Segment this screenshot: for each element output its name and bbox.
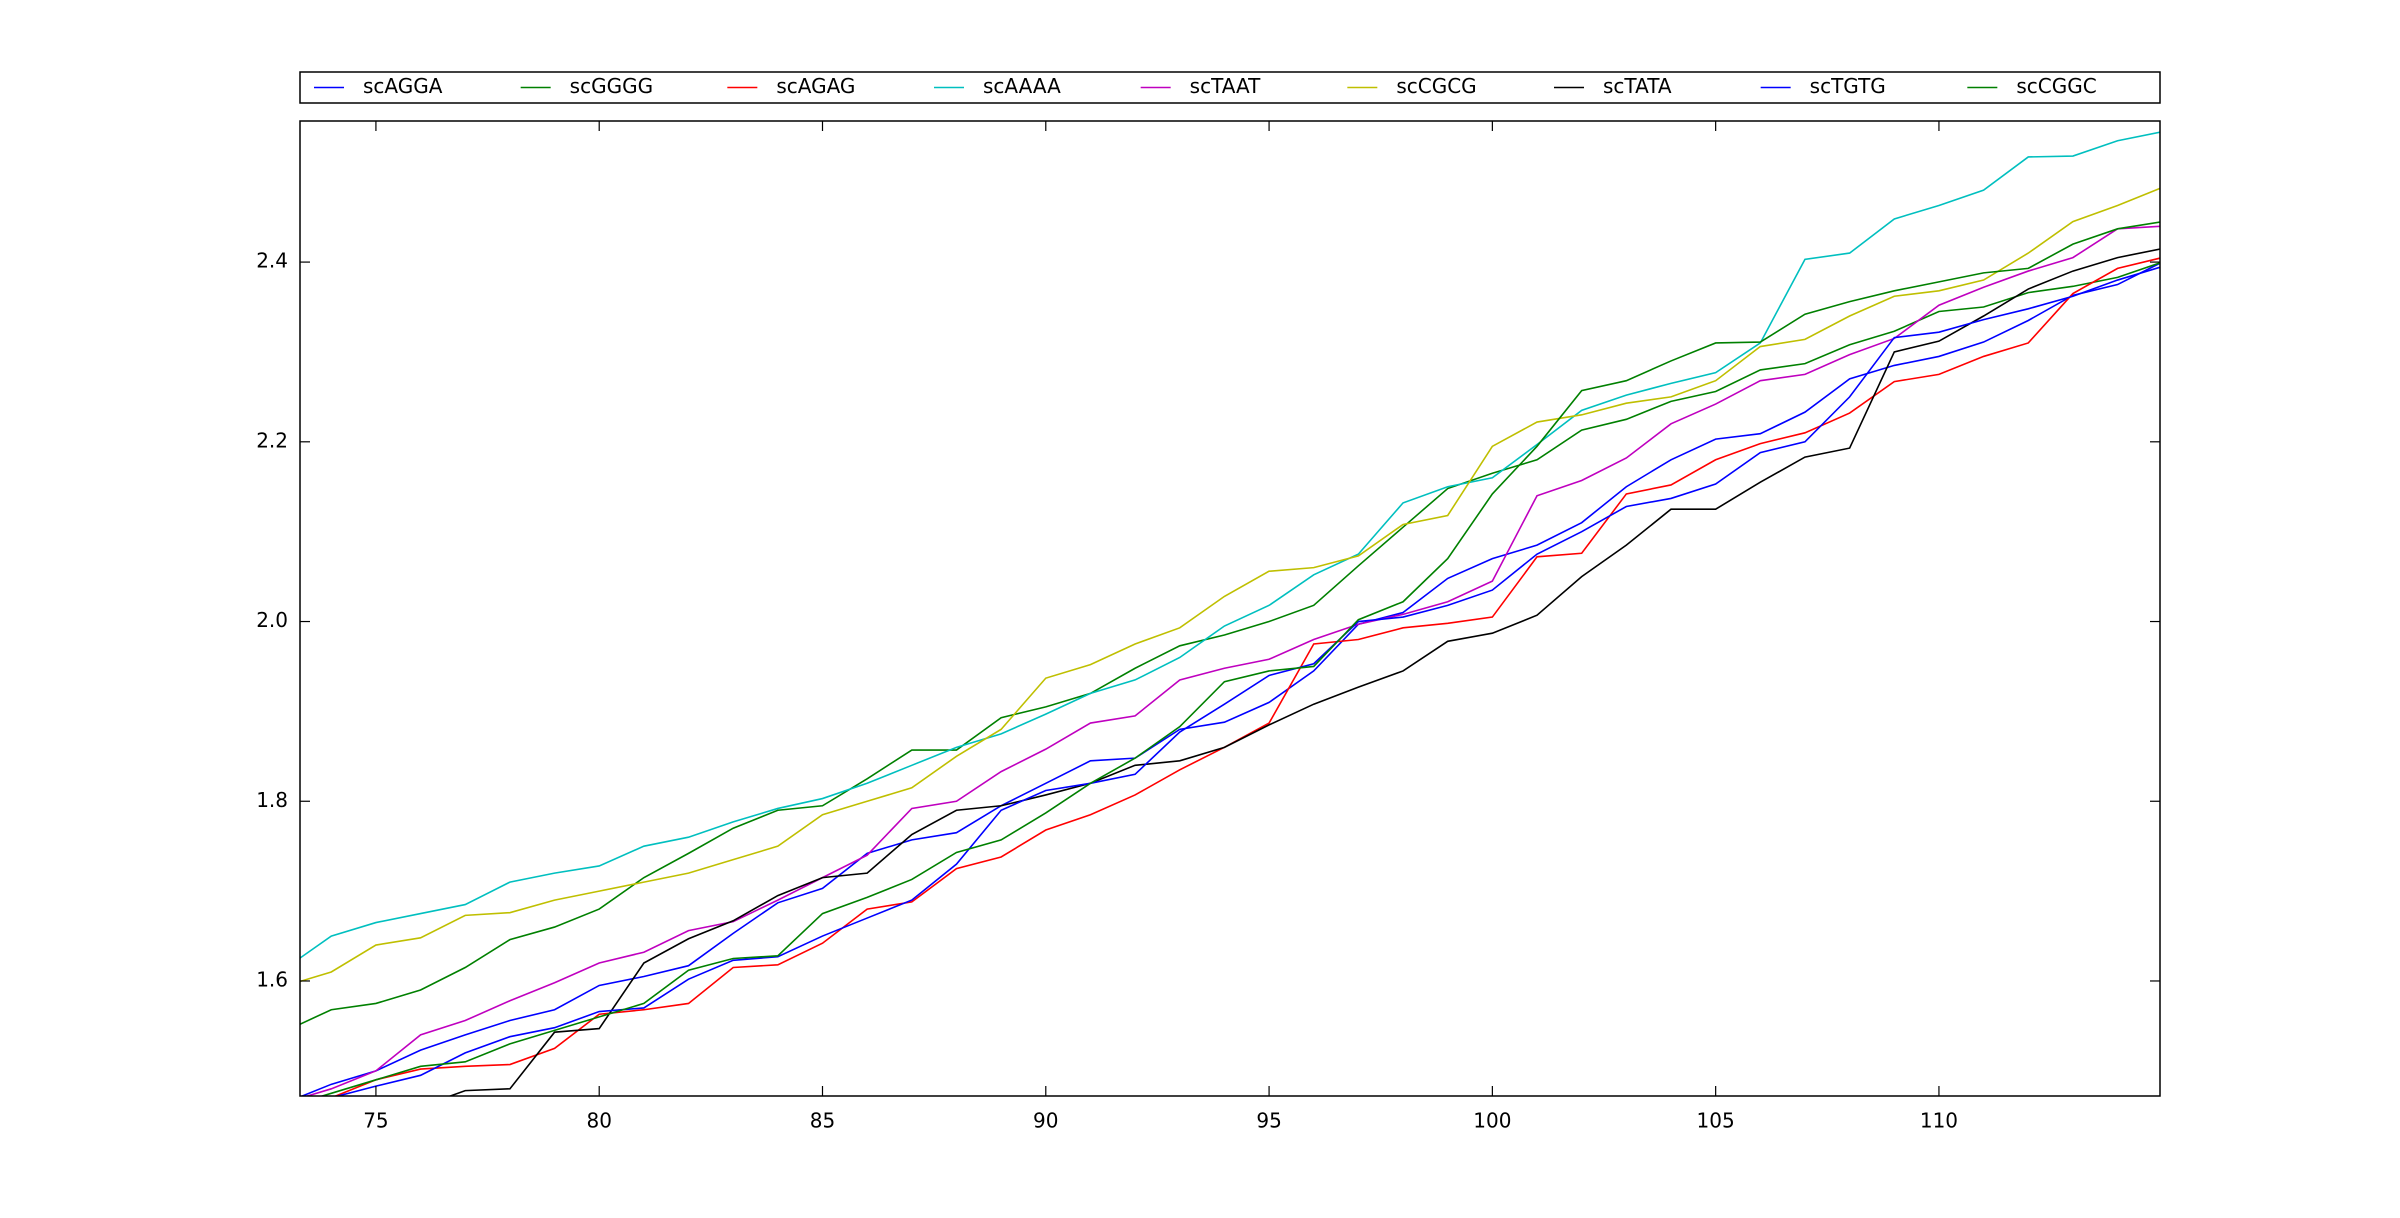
y-tick-label: 1.8 xyxy=(256,788,288,812)
x-tick-label: 80 xyxy=(586,1109,611,1133)
legend-box xyxy=(299,71,2161,104)
y-tick-label: 2.2 xyxy=(256,428,288,452)
y-tick-label: 1.6 xyxy=(256,967,288,991)
series-line xyxy=(304,225,2160,1096)
series-line xyxy=(300,187,2160,983)
legend-label: scTATA xyxy=(1603,74,1672,98)
legend-label: scAGGA xyxy=(363,74,443,98)
series-line xyxy=(300,131,2160,960)
series-line xyxy=(334,266,2160,1096)
x-tick-label: 85 xyxy=(810,1109,835,1133)
legend-label: scCGGC xyxy=(2016,74,2096,98)
x-tick-label: 105 xyxy=(1697,1109,1735,1133)
legend-label: scGGGG xyxy=(570,74,653,98)
legend-label: scTAAT xyxy=(1190,74,1261,98)
x-tick-label: 90 xyxy=(1033,1109,1058,1133)
x-tick-label: 75 xyxy=(363,1109,388,1133)
series-line xyxy=(319,221,2160,1096)
x-tick-label: 100 xyxy=(1473,1109,1511,1133)
plot-frame xyxy=(299,120,2161,1097)
legend-label: scAAAA xyxy=(983,74,1061,98)
plot-lines xyxy=(300,131,2160,1096)
y-tick-label: 2.4 xyxy=(256,249,288,273)
y-tick-label: 2.0 xyxy=(256,608,288,632)
legend-label: scCGCG xyxy=(1396,74,1476,98)
series-line xyxy=(447,248,2160,1096)
series-line xyxy=(300,261,2160,1026)
legend-label: scTGTG xyxy=(1810,74,1886,98)
x-tick-label: 110 xyxy=(1920,1109,1958,1133)
series-line xyxy=(300,262,2160,1096)
legend-label: scAGAG xyxy=(776,74,855,98)
x-tick-label: 95 xyxy=(1256,1109,1281,1133)
